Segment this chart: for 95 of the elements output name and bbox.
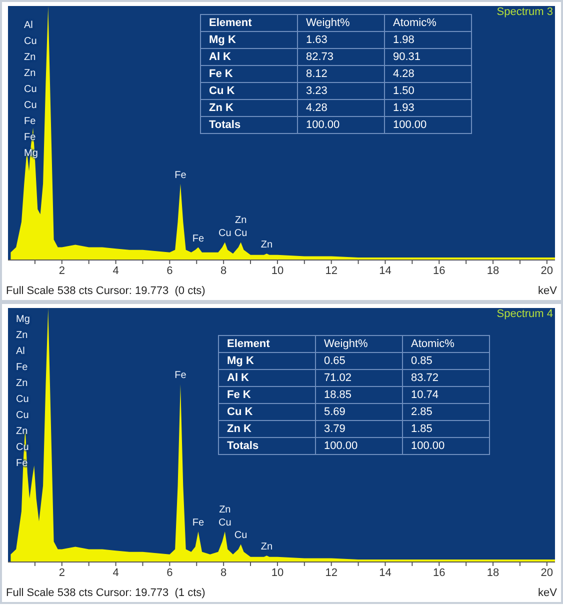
x-tick-label: 10 [271,264,284,277]
annotation: Zn [260,542,273,553]
x-tick-label: 12 [325,566,338,579]
annotation: Zn [24,68,36,80]
series-label: Weight% [298,14,384,32]
annotation: Fe [174,170,187,181]
x-tick-label: 14 [379,264,392,277]
annotation: Al [24,20,33,32]
category-label: Totals [200,116,298,134]
x-tick-label: 8 [220,264,227,277]
x-tick-label: 4 [112,264,119,277]
category-label: Al K [218,370,316,386]
data-label: 18.85 [316,386,402,404]
series-label: Weight% [316,336,402,352]
category-label: Totals [218,438,316,454]
annotation: Fe [192,233,205,244]
x-tick-label: 8 [220,566,227,579]
text: Element [218,336,316,352]
annotation: Cu [24,36,37,48]
annotation: Cu [16,410,29,422]
x-tick-label: 2 [58,566,65,579]
x-tick-label: 18 [486,566,500,579]
data-label: 71.02 [316,370,402,386]
category-label: Zn K [200,100,298,116]
category-label: Zn K [218,420,316,438]
data-label: 83.72 [402,370,490,386]
x-tick-label: 2 [58,264,65,277]
annotation: Zn [16,330,28,342]
data-label: 3.23 [298,82,384,100]
annotation: Zn [219,504,231,516]
data-label: 4.28 [384,66,472,82]
category-label: Cu K [200,82,298,100]
category-label: Cu K [218,404,316,420]
annotation: Fe [16,362,28,374]
chart-title: Spectrum 4 [496,308,553,320]
text: Full Scale 538 cts Cursor: 19.773 (0 cts) [6,285,206,297]
x-axis-title: keV [538,587,557,599]
data-label: 1.85 [402,420,490,438]
data-label: 100.00 [298,116,384,134]
data-label: 10.74 [402,386,490,404]
data-label: 5.69 [316,404,402,420]
annotation: Cu [16,394,29,406]
annotation: Mg [16,314,30,326]
data-label: 0.65 [316,352,402,370]
category-label: Fe K [218,386,316,404]
annotation: Zn [24,52,36,64]
x-tick-label: 12 [325,264,338,277]
annotation: Zn [16,426,28,438]
data-label: 2.85 [402,404,490,420]
data-label: 4.28 [298,100,384,116]
data-label: 1.98 [384,32,472,48]
data-label: 82.73 [298,48,384,66]
x-tick-label: 16 [433,264,446,277]
annotation: Zn [260,240,273,251]
text: Atomic% [384,14,472,32]
annotation: Zn [16,378,28,390]
chart-title: Spectrum 3 [496,6,553,18]
category-label: Mg K [218,352,316,370]
x-tick-label: 18 [486,264,500,277]
data-label: 100.00 [384,116,472,134]
text: Atomic% [402,336,490,352]
annotation: Fe [24,116,36,128]
x-tick-label: 20 [540,264,554,277]
x-tick-label: 10 [271,566,284,579]
category-label: Mg K [200,32,298,48]
annotation: Cu [24,84,37,96]
x-tick-label: 16 [433,566,446,579]
data-label: 1.63 [298,32,384,48]
annotation: Fe [174,370,187,382]
x-tick-label: 4 [112,566,119,579]
category-label: Al K [200,48,298,66]
annotation: Zn [234,215,247,226]
data-label: 0.85 [402,352,490,370]
x-axis-title: keV [538,285,557,297]
data-label: 8.12 [298,66,384,82]
data-label: 100.00 [316,438,402,454]
data-label: 3.79 [316,420,402,438]
annotation: Cu [218,518,232,529]
annotation: Cu [24,100,37,112]
annotation: Cu [218,228,232,240]
annotation: Al [16,346,25,358]
data-label: 90.31 [384,48,472,66]
data-label: 1.50 [384,82,472,100]
annotation: Cu [234,228,248,240]
x-tick-label: 6 [166,566,173,579]
x-tick-label: 20 [540,566,554,579]
annotation: Fe [192,518,205,529]
category-label: Fe K [200,66,298,82]
x-tick-label: 6 [166,264,173,277]
text: Element [200,14,298,32]
annotation: Cu [234,530,248,542]
x-tick-label: 14 [379,566,392,579]
text: Full Scale 538 cts Cursor: 19.773 (1 cts) [6,587,206,599]
data-label: 100.00 [402,438,490,454]
data-label: 1.93 [384,100,472,116]
